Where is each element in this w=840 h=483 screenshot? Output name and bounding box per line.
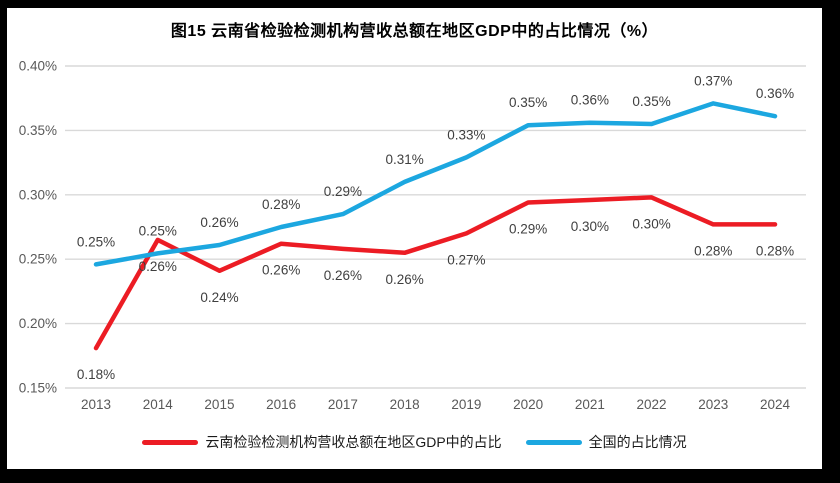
- data-label-yunnan: 0.26%: [139, 259, 177, 274]
- data-label-national: 0.36%: [756, 86, 794, 101]
- line-national: [93, 101, 778, 267]
- y-axis-label: 0.35%: [19, 123, 57, 138]
- x-axis-label: 2013: [81, 397, 111, 412]
- legend-label-yunnan: 云南检验检测机构营收总额在地区GDP中的占比: [205, 434, 502, 450]
- data-label-national: 0.29%: [324, 184, 362, 199]
- y-axis-label: 0.15%: [19, 381, 57, 396]
- data-label-yunnan: 0.26%: [386, 272, 424, 287]
- legend-label-national: 全国的占比情况: [588, 434, 687, 450]
- plot-svg: 0.40% 0.35% 0.30% 0.25% 0.20% 0.15% 2013 2014 20…: [19, 59, 806, 412]
- x-axis-label: 2024: [760, 397, 791, 412]
- data-label-yunnan: 0.18%: [77, 367, 115, 382]
- chart-area: 图15 云南省检验检测机构营收总额在地区GDP中的占比情况（%） 0.40% 0.…: [7, 8, 822, 469]
- y-axis-label: 0.25%: [19, 252, 57, 267]
- data-label-national: 0.26%: [200, 215, 238, 230]
- data-label-national: 0.25%: [77, 234, 115, 249]
- x-axis-label: 2021: [575, 397, 605, 412]
- data-label-national: 0.36%: [571, 93, 609, 108]
- data-label-national: 0.35%: [509, 95, 547, 110]
- data-label-yunnan: 0.26%: [324, 268, 362, 283]
- data-label-national: 0.25%: [139, 223, 177, 238]
- x-axis-label: 2023: [698, 397, 728, 412]
- x-axis-label: 2018: [390, 397, 420, 412]
- x-axis-label: 2017: [328, 397, 358, 412]
- legend-item-national: 全国的占比情况: [525, 432, 687, 452]
- x-axis-label: 2015: [204, 397, 234, 412]
- data-label-yunnan: 0.24%: [200, 290, 238, 305]
- y-axis-label: 0.20%: [19, 316, 57, 331]
- chart-title: 图15 云南省检验检测机构营收总额在地区GDP中的占比情况（%）: [170, 23, 659, 40]
- y-axis-label: 0.40%: [19, 59, 57, 74]
- legend-item-yunnan: 云南检验检测机构营收总额在地区GDP中的占比: [142, 432, 502, 452]
- x-axis-label: 2022: [637, 397, 667, 412]
- data-label-yunnan: 0.27%: [447, 252, 485, 267]
- data-label-national: 0.35%: [632, 94, 670, 109]
- data-label-national: 0.28%: [262, 197, 300, 212]
- line-yunnan: [93, 195, 778, 351]
- data-label-national: 0.31%: [386, 152, 424, 167]
- x-axis-label: 2016: [266, 397, 296, 412]
- data-label-national: 0.33%: [447, 127, 485, 142]
- legend-swatch-national-icon: [525, 439, 582, 445]
- data-label-national: 0.37%: [694, 73, 732, 88]
- x-axis-label: 2014: [143, 397, 174, 412]
- data-label-yunnan: 0.26%: [262, 263, 300, 278]
- chart-legend: 云南检验检测机构营收总额在地区GDP中的占比 全国的占比情况: [7, 432, 822, 452]
- x-axis-label: 2019: [451, 397, 481, 412]
- data-label-yunnan: 0.30%: [632, 216, 670, 231]
- data-label-yunnan: 0.28%: [756, 243, 794, 258]
- x-axis-label: 2020: [513, 397, 543, 412]
- y-axis-label: 0.30%: [19, 187, 57, 202]
- legend-swatch-yunnan-icon: [142, 439, 199, 445]
- data-label-yunnan: 0.28%: [694, 243, 732, 258]
- data-label-yunnan: 0.29%: [509, 222, 547, 237]
- data-label-yunnan: 0.30%: [571, 219, 609, 234]
